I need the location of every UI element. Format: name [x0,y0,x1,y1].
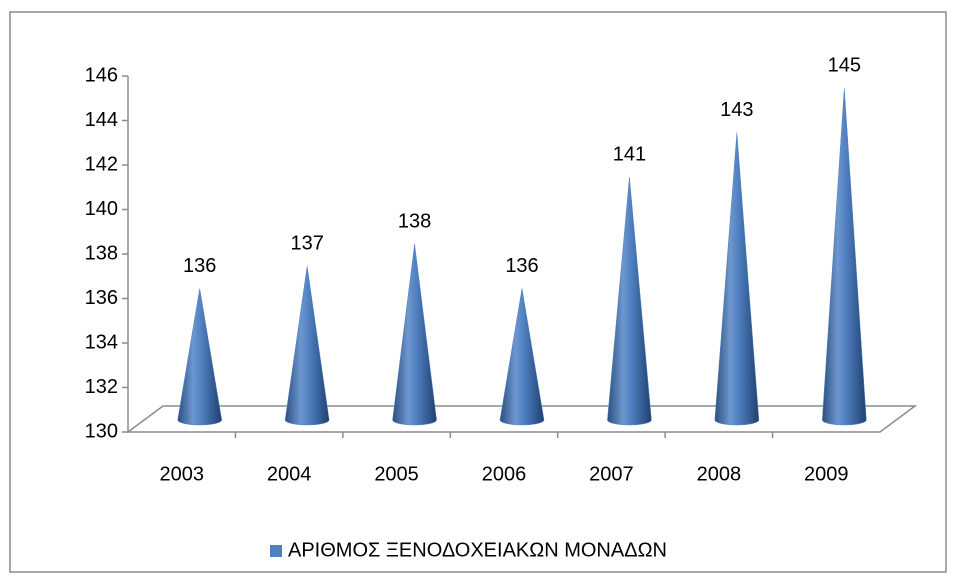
cone [822,88,867,426]
y-tick-label: 140 [85,198,118,220]
cone [714,132,760,426]
y-tick-label: 132 [85,376,118,398]
cone [607,177,652,426]
y-tick-label: 142 [85,153,118,175]
cone [499,288,545,426]
x-tick-label: 2009 [804,463,849,485]
x-tick-label: 2004 [267,463,312,485]
x-tick-label: 2003 [159,463,204,485]
y-tick-label: 136 [85,287,118,309]
cone [392,243,437,426]
value-label: 145 [828,55,861,77]
cone [177,288,222,426]
y-tick-label: 134 [85,331,118,353]
y-tick-label: 146 [85,64,118,86]
value-label: 137 [290,233,323,255]
value-label: 136 [505,255,538,277]
y-tick-label: 138 [85,242,118,264]
value-label: 143 [720,99,753,121]
x-tick-label: 2005 [374,463,419,485]
chart-frame [9,11,947,573]
x-tick-label: 2006 [482,463,527,485]
cone [284,266,330,426]
legend-swatch [270,545,282,557]
x-tick-label: 2007 [589,463,634,485]
value-label: 136 [183,255,216,277]
value-label: 138 [398,210,431,232]
x-tick-label: 2008 [697,463,742,485]
y-tick-label: 144 [85,109,118,131]
legend-label: ΑΡΙΘΜΟΣ ΞΕΝΟΔΟΧΕΙΑΚΩΝ ΜΟΝΑΔΩΝ [288,539,667,561]
y-tick-label: 130 [85,420,118,442]
value-label: 141 [613,144,646,166]
